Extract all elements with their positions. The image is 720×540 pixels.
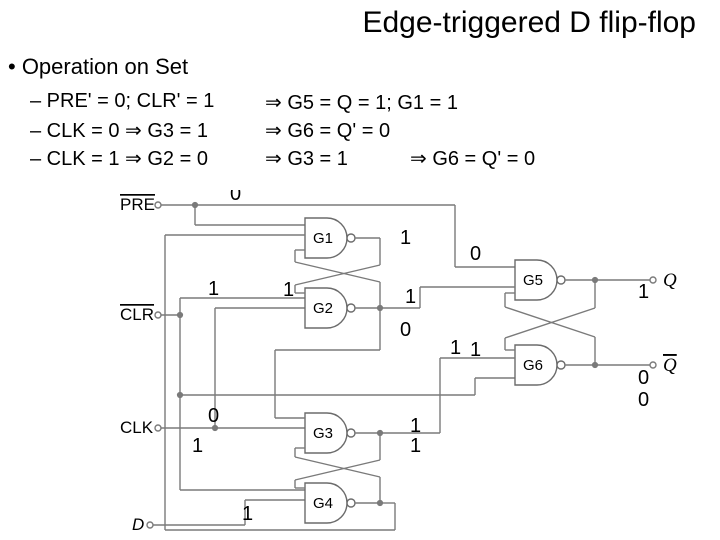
row3-c3: ⇒ G6 = Q' = 0 — [410, 146, 535, 171]
row-3: – CLK = 1 ⇒ G2 = 0 ⇒ G3 = 1 ⇒ G6 = Q' = … — [30, 146, 208, 171]
row3-c1: – CLK = 1 ⇒ G2 = 0 — [30, 148, 208, 170]
ann-g1out: 1 — [400, 227, 411, 249]
ann-g3out1b: 1 — [410, 435, 421, 457]
ann-g2in1: 1 — [283, 279, 294, 301]
ann-g5in0: 0 — [470, 243, 481, 265]
ann-g2out1: 1 — [405, 286, 416, 308]
ann-d1: 1 — [242, 503, 253, 525]
gate-label-g5: G5 — [523, 272, 543, 289]
gate-label-g4: G4 — [313, 495, 333, 512]
circuit-diagram: PRE CLR CLK D G1 G2 G3 G4 G5 G6 — [120, 190, 690, 535]
gate-label-g2: G2 — [313, 300, 333, 317]
ann-qb0a: 0 — [638, 367, 649, 389]
label-pre: PRE — [120, 195, 155, 214]
label-clk: CLK — [120, 418, 154, 437]
row1-c1: – PRE' = 0; CLR' = 1 — [30, 90, 214, 112]
ann-g3out1a: 1 — [410, 415, 421, 437]
ann-qb0b: 0 — [638, 389, 649, 411]
ann-clr1: 1 — [208, 278, 219, 300]
label-clr: CLR — [120, 305, 154, 324]
label-d: D — [132, 515, 144, 534]
row2-c2: ⇒ G6 = Q' = 0 — [265, 118, 390, 143]
gate-label-g1: G1 — [313, 230, 333, 247]
ann-clk0: 0 — [208, 405, 219, 427]
row-2: – CLK = 0 ⇒ G3 = 1 ⇒ G6 = Q' = 0 — [30, 118, 208, 143]
ann-clk1: 1 — [192, 435, 203, 457]
page-title: Edge-triggered D flip-flop — [362, 6, 696, 40]
gate-label-g6: G6 — [523, 357, 543, 374]
row2-c1: – CLK = 0 ⇒ G3 = 1 — [30, 120, 208, 142]
row1-c2: ⇒ G5 = Q = 1; G1 = 1 — [265, 90, 458, 115]
row3-c2: ⇒ G3 = 1 — [265, 146, 348, 171]
ann-g2out0: 0 — [400, 319, 411, 341]
row-1: – PRE' = 0; CLR' = 1 ⇒ G5 = Q = 1; G1 = … — [30, 90, 214, 113]
ann-q1: 1 — [638, 281, 649, 303]
ann-pre0: 0 — [230, 190, 241, 205]
label-qbar: Q — [663, 355, 677, 376]
bullet-op-set: • Operation on Set — [8, 54, 188, 80]
gate-label-g3: G3 — [313, 425, 333, 442]
ann-g6in1b: 1 — [470, 339, 481, 361]
ann-g6in1a: 1 — [450, 337, 461, 359]
label-q: Q — [663, 270, 677, 291]
